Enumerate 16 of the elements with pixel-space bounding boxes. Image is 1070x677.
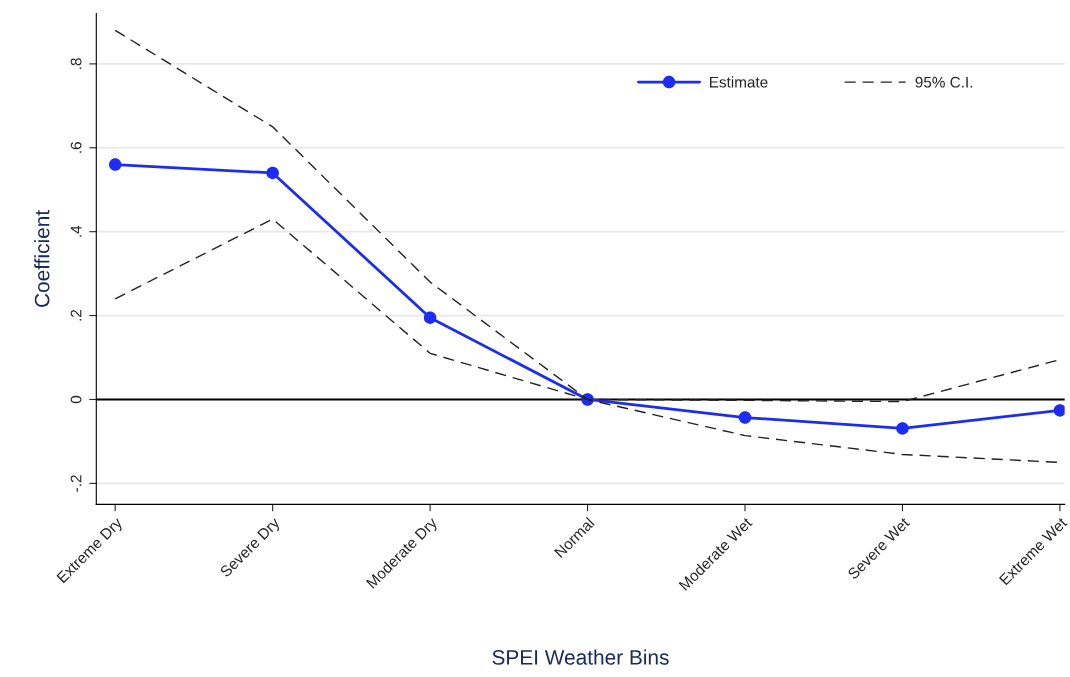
point <box>266 166 279 180</box>
point <box>423 311 437 324</box>
point <box>896 422 909 435</box>
point <box>738 411 752 424</box>
y-axis-title: Coefficient <box>34 210 50 307</box>
point <box>108 158 122 171</box>
legend-label: Estimate <box>710 76 768 88</box>
y-tick-label: .4 <box>70 225 82 237</box>
point <box>1053 404 1065 417</box>
x-axis-title: SPEI Weather Bins <box>492 649 669 665</box>
legend-label: 95% C.I. <box>915 76 973 88</box>
y-tick-label: -.2 <box>70 475 82 492</box>
y-tick-label: 0 <box>70 395 82 404</box>
y-tick-label: .8 <box>70 58 82 69</box>
y-tick-label: .6 <box>70 142 82 153</box>
y-tick-label: .2 <box>70 309 82 321</box>
